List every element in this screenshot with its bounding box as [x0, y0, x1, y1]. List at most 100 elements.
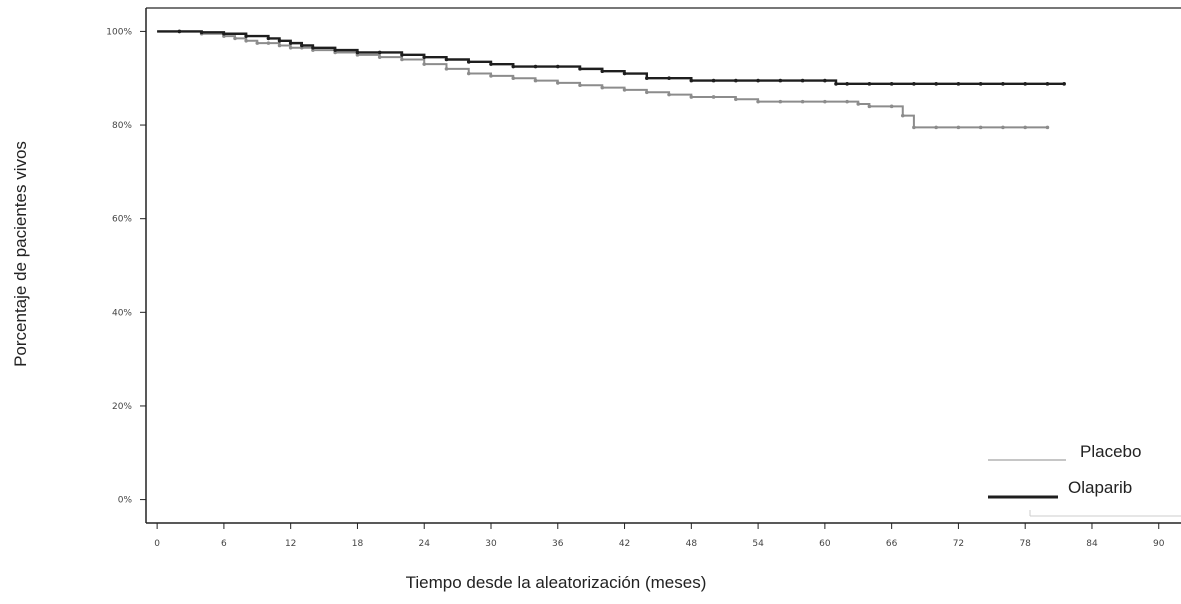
- censor-point-olaparib: [889, 82, 894, 86]
- censor-point-olaparib: [400, 53, 404, 57]
- y-tick-label: 0%: [118, 496, 133, 506]
- censor-point-olaparib: [466, 60, 471, 64]
- censor-point-placebo: [622, 88, 627, 92]
- censor-point-placebo: [1045, 125, 1050, 130]
- censor-point-olaparib: [845, 82, 849, 86]
- censor-point-placebo: [288, 45, 293, 50]
- x-tick-label: 90: [1153, 539, 1165, 549]
- censor-point-placebo: [444, 67, 449, 71]
- censor-point-placebo: [734, 97, 738, 102]
- censor-point-placebo: [533, 78, 538, 83]
- censor-point-placebo: [756, 99, 760, 104]
- censor-point-olaparib: [311, 45, 315, 50]
- censor-point-placebo: [667, 92, 671, 97]
- censor-point-olaparib: [867, 82, 872, 86]
- censor-point-placebo: [555, 81, 560, 85]
- x-tick-label: 30: [485, 539, 497, 549]
- x-tick-label: 0: [154, 539, 160, 549]
- x-tick-label: 6: [221, 539, 227, 549]
- censor-point-olaparib: [645, 76, 649, 81]
- censor-point-olaparib: [533, 64, 538, 69]
- x-tick-label: 54: [752, 539, 764, 549]
- censor-point-olaparib: [600, 69, 605, 74]
- censor-point-olaparib: [823, 78, 827, 83]
- censor-point-placebo: [645, 90, 649, 95]
- series-olaparib: [157, 29, 1066, 86]
- series-line-olaparib: [157, 30, 1065, 86]
- ticks-layer: 0 6 12 18 24 30 36 42 48 54 60 66 72 78 84 90 0% 20% 40% 60…: [106, 27, 1164, 549]
- censor-point-olaparib: [489, 62, 493, 66]
- censor-point-placebo: [867, 104, 872, 109]
- censor-point-placebo: [578, 83, 582, 88]
- censor-point-olaparib: [800, 78, 805, 83]
- censor-point-placebo: [900, 113, 905, 118]
- censor-point-placebo: [845, 99, 849, 104]
- censor-point-olaparib: [578, 67, 582, 71]
- censor-point-olaparib: [511, 64, 516, 69]
- censor-point-olaparib: [555, 64, 560, 69]
- censor-point-olaparib: [912, 82, 916, 86]
- censor-point-olaparib: [333, 48, 337, 52]
- censor-point-placebo: [422, 62, 427, 66]
- censor-point-placebo: [912, 125, 916, 130]
- censor-point-placebo: [934, 125, 938, 130]
- censor-point-placebo: [889, 104, 894, 109]
- censor-point-olaparib: [934, 82, 938, 86]
- legend-label-placebo: Placebo: [1080, 442, 1141, 461]
- censor-point-placebo: [466, 71, 471, 76]
- censor-point-olaparib: [734, 78, 738, 83]
- censor-point-olaparib: [689, 78, 694, 83]
- censor-point-olaparib: [199, 30, 204, 35]
- censor-point-placebo: [800, 99, 805, 104]
- censor-point-olaparib: [377, 50, 382, 55]
- censor-point-placebo: [956, 125, 961, 130]
- censor-point-placebo: [400, 57, 404, 62]
- censor-point-olaparib: [1045, 82, 1050, 86]
- y-tick-label: 60%: [112, 215, 132, 225]
- series-line-placebo: [157, 30, 1048, 129]
- x-axis-title: Tiempo desde la aleatorización (meses): [406, 573, 707, 592]
- censor-point-olaparib: [667, 76, 671, 81]
- censor-point-placebo: [489, 74, 493, 78]
- x-tick-label: 24: [418, 539, 430, 549]
- censor-point-olaparib: [444, 57, 449, 62]
- y-tick-label: 100%: [106, 27, 132, 37]
- x-tick-label: 72: [953, 539, 964, 549]
- censor-point-olaparib: [277, 38, 282, 43]
- censor-point-olaparib: [244, 34, 248, 38]
- x-tick-label: 84: [1086, 539, 1098, 549]
- censor-point-olaparib: [288, 41, 293, 45]
- censor-point-olaparib: [355, 50, 360, 55]
- y-axis-title: Porcentaje de pacientes vivos: [11, 141, 30, 367]
- x-tick-label: 42: [619, 539, 630, 549]
- censor-point-olaparib: [711, 78, 716, 83]
- censor-point-placebo: [711, 95, 716, 99]
- censor-point-placebo: [823, 99, 827, 104]
- x-tick-label: 18: [352, 539, 364, 549]
- censor-point-placebo: [244, 38, 248, 43]
- x-tick-label: 60: [819, 539, 831, 549]
- legend-label-olaparib: Olaparib: [1068, 478, 1132, 497]
- x-tick-label: 36: [552, 539, 564, 549]
- y-tick-label: 40%: [112, 308, 132, 318]
- censor-point-placebo: [377, 55, 382, 59]
- censor-point-olaparib: [622, 71, 627, 76]
- x-tick-label: 12: [285, 539, 296, 549]
- censor-point-olaparib: [834, 82, 838, 86]
- censor-point-placebo: [778, 99, 783, 104]
- censor-point-placebo: [1001, 125, 1005, 130]
- censor-point-placebo: [233, 36, 237, 41]
- series-placebo: [157, 29, 1050, 130]
- censor-point-placebo: [511, 76, 516, 81]
- censor-point-olaparib: [1062, 82, 1066, 86]
- censor-point-olaparib: [756, 78, 760, 83]
- y-tick-label: 80%: [112, 121, 132, 131]
- censor-point-placebo: [978, 125, 983, 130]
- x-tick-label: 78: [1019, 539, 1031, 549]
- y-tick-label: 20%: [112, 402, 132, 412]
- x-tick-label: 48: [686, 539, 698, 549]
- censor-point-olaparib: [266, 36, 271, 41]
- censor-point-olaparib: [177, 29, 182, 34]
